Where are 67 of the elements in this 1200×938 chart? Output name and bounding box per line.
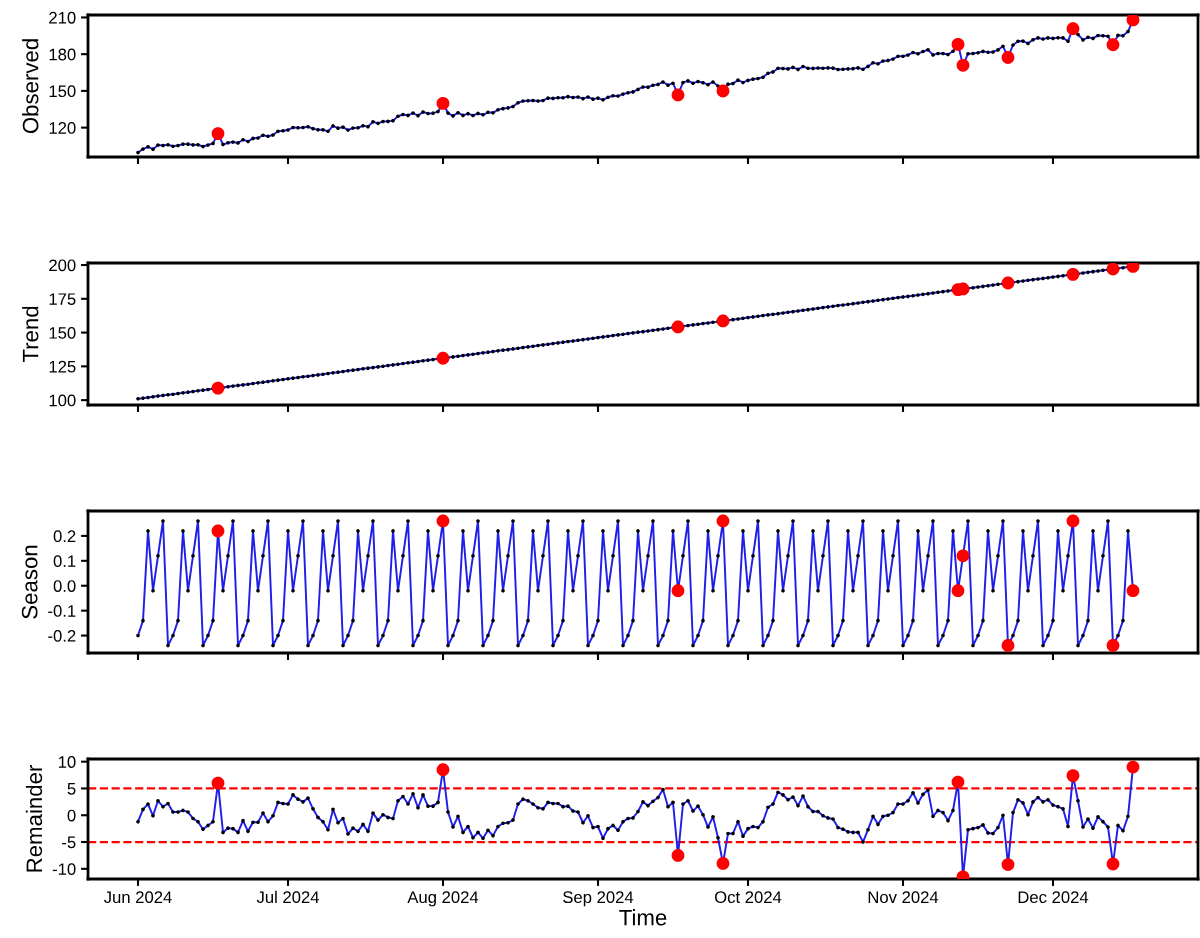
point [671,849,685,862]
point [951,775,965,789]
point [716,314,730,328]
y-tick-label: 150 [49,326,76,339]
point [671,88,685,102]
x-tick-label: Sep 2024 [563,891,634,907]
point [211,524,225,538]
point [1126,760,1140,774]
point [1106,857,1120,871]
point [436,96,450,110]
y-tick-label: 200 [49,259,76,272]
y-axis-title: Season [21,545,38,619]
y-tick-label: 10 [58,756,76,768]
point [1066,769,1080,783]
x-tick-label: Dec 2024 [1018,891,1089,904]
point [951,37,965,51]
y-tick-label: -5 [62,836,76,849]
y-axis-title: Observed [22,39,39,134]
y-tick-label: 0.2 [53,530,76,543]
x-tick-label: Jul 2024 [256,890,320,904]
point [1106,263,1120,276]
point [716,857,730,870]
y-tick-label: 180 [49,48,76,61]
point [1126,15,1140,27]
point [671,584,685,598]
y-tick-label: 120 [49,122,76,134]
point [1066,22,1080,36]
x-tick-label: Nov 2024 [868,891,939,904]
point [716,514,730,528]
y-tick-label: 125 [49,360,76,373]
y-tick-label: 150 [49,85,76,98]
y-tick-label: -0.1 [48,605,76,617]
y-tick-label: -0.2 [48,629,76,642]
y-tick-label: 0 [67,809,76,822]
point [1001,276,1015,290]
point [1106,38,1120,52]
x-tick-label: Oct 2024 [714,891,782,904]
y-tick-label: 100 [49,394,76,407]
y-axis-title: Trend [22,306,39,363]
point [1106,639,1120,652]
point [436,514,450,528]
y-tick-label: 210 [49,11,76,24]
y-tick-label: -10 [52,863,76,876]
y-tick-label: 0.0 [53,580,76,592]
point [436,763,450,777]
point [716,84,730,98]
point [1066,514,1080,528]
y-axis-title: Remainder [25,765,43,872]
y-tick-label: 175 [49,293,76,306]
point [1126,584,1140,598]
point [956,58,970,72]
point [1001,51,1015,64]
y-tick-label: 0.1 [53,555,76,568]
point [211,381,225,395]
point [211,776,225,790]
point [211,127,225,141]
point [1001,639,1015,652]
point [671,320,685,334]
x-tick-label: Aug 2024 [407,891,479,907]
point [1066,267,1080,281]
point [956,549,970,563]
point [436,351,450,365]
x-tick-label: Jun 2024 [103,891,172,904]
point [951,584,965,598]
point [1001,858,1015,871]
y-tick-label: 5 [67,783,76,795]
x-axis-title: Time [619,909,667,926]
